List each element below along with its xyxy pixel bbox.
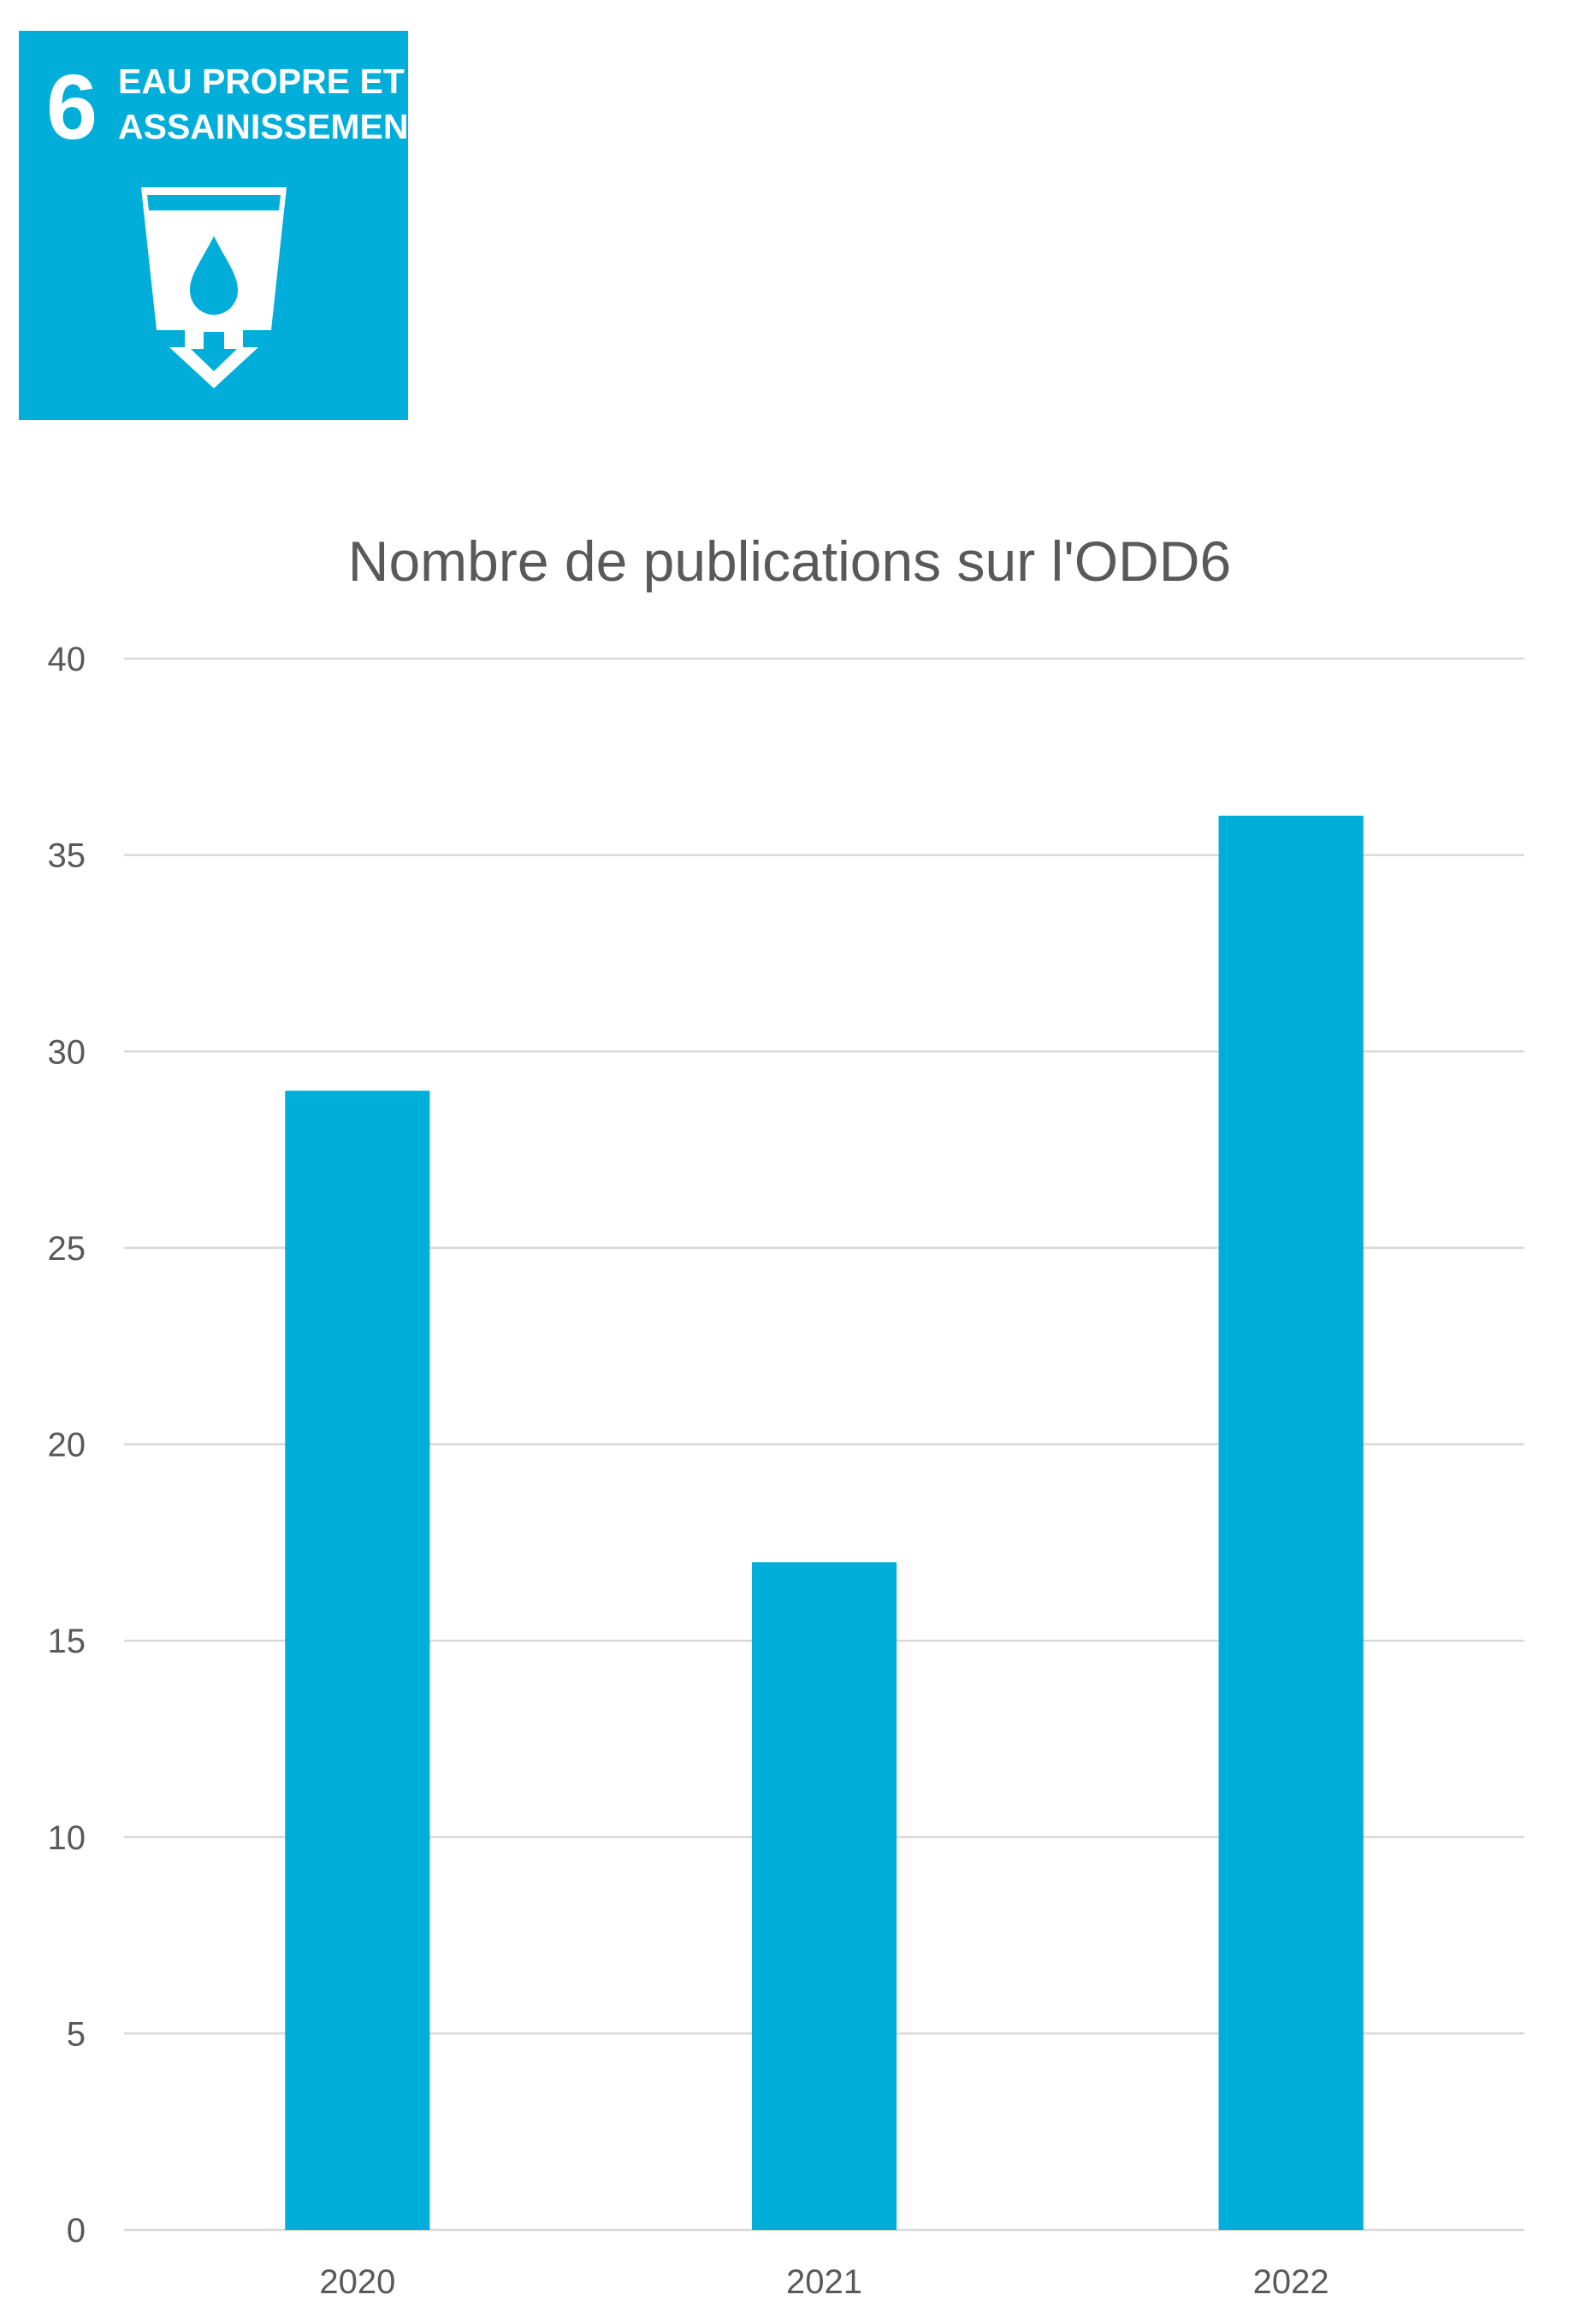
y-tick-label: 0 [67, 2212, 86, 2250]
y-tick-label: 10 [48, 1819, 86, 1857]
bar-chart: Nombre de publications sur l'ODD6 0 5 10 15… [48, 529, 1524, 2301]
bars [285, 815, 1364, 2231]
bar-2022 [1218, 815, 1364, 2231]
water-glass-drop-icon [141, 187, 287, 388]
x-tick-label: 2020 [319, 2263, 395, 2301]
bar-2021 [751, 1562, 897, 2230]
x-axis-ticks: 2020 2021 2022 [319, 2263, 1329, 2301]
bar-2020 [285, 1091, 430, 2230]
y-axis-ticks: 0 5 10 15 20 25 30 35 40 [48, 641, 86, 2250]
y-tick-label: 15 [48, 1623, 86, 1660]
y-tick-label: 5 [67, 2015, 86, 2053]
badge-title-line-2: ASSAINISSEMENT [118, 107, 408, 146]
x-tick-label: 2022 [1253, 2263, 1329, 2301]
badge-title-line-1: EAU PROPRE ET [118, 62, 405, 101]
y-tick-label: 40 [48, 641, 86, 678]
y-tick-label: 20 [48, 1427, 86, 1464]
y-tick-label: 30 [48, 1033, 86, 1071]
badge-number: 6 [46, 55, 98, 158]
y-tick-label: 35 [48, 837, 86, 875]
chart-title: Nombre de publications sur l'ODD6 [348, 529, 1231, 593]
x-tick-label: 2021 [786, 2263, 862, 2301]
y-tick-label: 25 [48, 1230, 86, 1268]
sdg-6-badge: 6 EAU PROPRE ET ASSAINISSEMENT [19, 31, 408, 420]
